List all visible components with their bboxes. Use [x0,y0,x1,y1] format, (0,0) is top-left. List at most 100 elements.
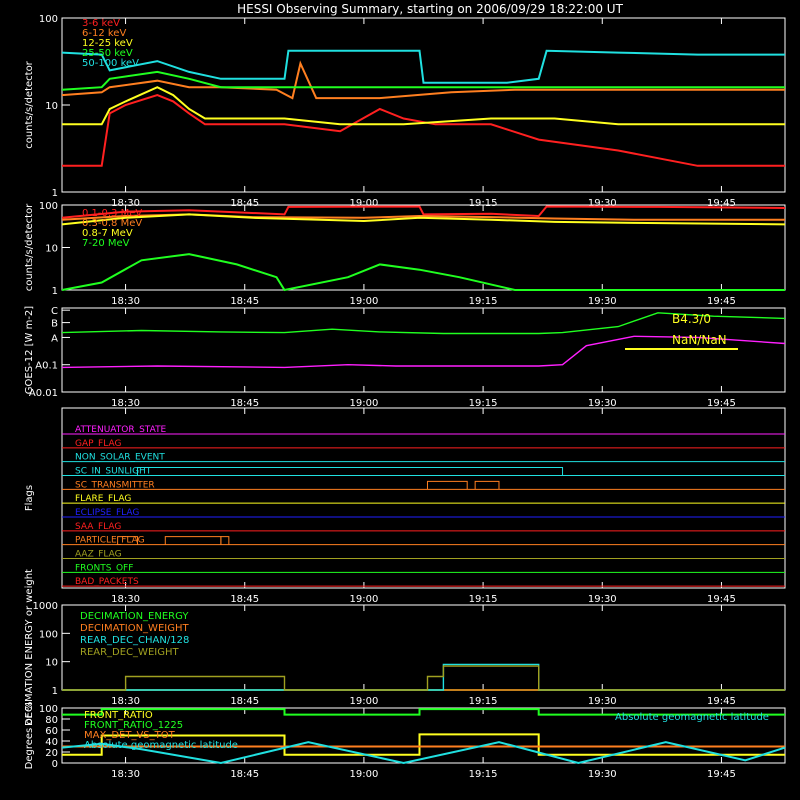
y-tick-label: 10 [45,658,58,669]
legend-entry: 3-6 keV [82,18,120,29]
y-axis-label: DECIMATION ENERGY or weight [24,569,35,726]
flag-label: ECLIPSE_FLAG [75,508,139,518]
series-line [62,665,785,691]
x-tick-label: 18:30 [111,594,140,605]
legend-entry: 0.3-0.8 MeV [82,218,142,229]
x-tick-label: 19:00 [349,198,378,209]
x-tick-label: 19:45 [707,594,736,605]
y-tick-label: 0 [52,759,58,770]
legend-entry: REAR_DEC_CHAN/128 [80,635,189,646]
y-tick-label: 80 [45,715,58,726]
x-tick-label: 19:00 [349,769,378,780]
x-tick-label: 19:15 [469,198,498,209]
x-tick-label: 19:00 [349,696,378,707]
flag-label: SC_IN_SUNLIGHT [75,467,152,477]
y-tick-label: 10 [45,101,58,112]
plot-title: HESSI Observing Summary, starting on 200… [237,2,623,16]
x-tick-label: 19:00 [349,594,378,605]
x-tick-label: 18:30 [111,696,140,707]
y-tick-label: 100 [39,629,58,640]
series-line [62,86,785,126]
y-tick-label: 1000 [33,601,58,612]
x-tick-label: 19:15 [469,769,498,780]
flag-label: PARTICLE_FLAG [75,536,145,546]
legend-entry: DECIMATION_WEIGHT [80,623,189,634]
x-tick-label: 18:30 [111,296,140,307]
latitude-annotation: Absolute geomagnetic latitude [615,712,769,723]
y-tick-label: 1 [52,686,58,697]
series-line [61,253,785,292]
flag-segment [117,536,138,545]
x-tick-label: 19:00 [349,296,378,307]
y-tick-label: A [51,333,58,344]
legend-entry: 7-20 MeV [82,238,130,249]
y-tick-label: A0.1 [35,361,58,372]
x-tick-label: 19:45 [707,696,736,707]
legend-entry: 6-12 keV [82,28,126,39]
y-tick-label: 1 [52,188,58,199]
legend-entry: FRONT_RATIO [84,710,153,721]
flag-label: GAP_FLAG [75,439,121,449]
series-line [62,708,785,716]
flag-segment [220,536,230,545]
x-tick-label: 19:45 [707,296,736,307]
legend-entry: 50-100 keV [82,58,139,69]
panel-ratios: 18:30 18:45 19:00 19:15 19:30 19:45 Degrees or… [24,702,786,780]
x-tick-label: 19:45 [707,398,736,409]
goes-annotation: NaN/NaN [672,333,727,347]
series-line [61,213,786,226]
flag-segment [426,480,468,490]
x-tick-label: 18:45 [230,296,259,307]
series-line [61,70,785,91]
x-tick-label: 19:30 [588,594,617,605]
panel-decimation: 18:30 18:45 19:00 19:15 19:30 19:45 DECIMATION… [24,569,786,726]
series-line [62,94,785,167]
legend-entry: REAR_DEC_WEIGHT [80,647,179,658]
x-tick-label: 19:30 [588,198,617,209]
y-tick-label: 100 [39,201,58,212]
x-tick-label: 19:15 [469,398,498,409]
panel-gamma-counts: 18:30 18:45 19:00 19:15 19:30 19:45 counts/s/d… [24,201,786,307]
y-tick-label: 20 [45,748,58,759]
x-tick-label: 19:15 [469,696,498,707]
y-axis-label: Flags [24,485,35,511]
y-tick-label: 40 [45,737,58,748]
legend-entry: DECIMATION_ENERGY [80,611,189,622]
flag-label: FLARE_FLAG [75,494,131,504]
x-tick-label: 19:30 [588,296,617,307]
flag-segment [136,467,564,476]
series-line [62,733,785,756]
y-tick-label: A0.01 [29,388,58,399]
y-tick-label: 100 [39,704,58,715]
x-tick-label: 18:30 [111,769,140,780]
y-tick-label: B [51,319,58,330]
panel-flags: 18:30 18:45 19:00 19:15 19:30 19:45 Flags ATTEN… [24,407,786,605]
x-tick-label: 18:45 [230,769,259,780]
y-axis-label: counts/s/detector [24,60,35,148]
flag-label: ATTENUATOR_STATE [75,425,167,435]
x-tick-label: 19:45 [707,769,736,780]
x-tick-label: 19:30 [588,696,617,707]
y-tick-label: 60 [45,726,58,737]
panel-energy-counts: 18:30 18:45 19:00 19:15 19:30 19:45 counts/s/d… [24,14,786,209]
x-tick-label: 18:45 [230,398,259,409]
panels: 18:30 18:45 19:00 19:15 19:30 19:45 counts/s/d… [24,14,786,780]
x-tick-label: 19:15 [469,594,498,605]
flag-segment [164,536,222,545]
x-tick-label: 19:30 [588,769,617,780]
series-line [61,49,785,84]
y-tick-label: 100 [39,14,58,25]
y-tick-label: 1 [52,286,58,297]
legend-entry: 0.1-0.3 MeV [82,208,142,219]
series-line [61,335,786,369]
flag-segment [474,480,500,490]
x-tick-label: 18:30 [111,398,140,409]
legend-entry: MAX_DET_VS_TOT [84,730,176,741]
panel-goes: 18:30 18:45 19:00 19:15 19:30 19:45 GOES-12 [W… [24,306,786,409]
flag-label: SC_TRANSMITTER [75,480,155,490]
x-tick-label: 19:30 [588,398,617,409]
x-tick-label: 19:00 [349,398,378,409]
flag-label: FRONTS_OFF [75,563,133,573]
y-axis-label: GOES-12 [W m-2] [24,306,35,394]
panel-frame [61,407,786,589]
